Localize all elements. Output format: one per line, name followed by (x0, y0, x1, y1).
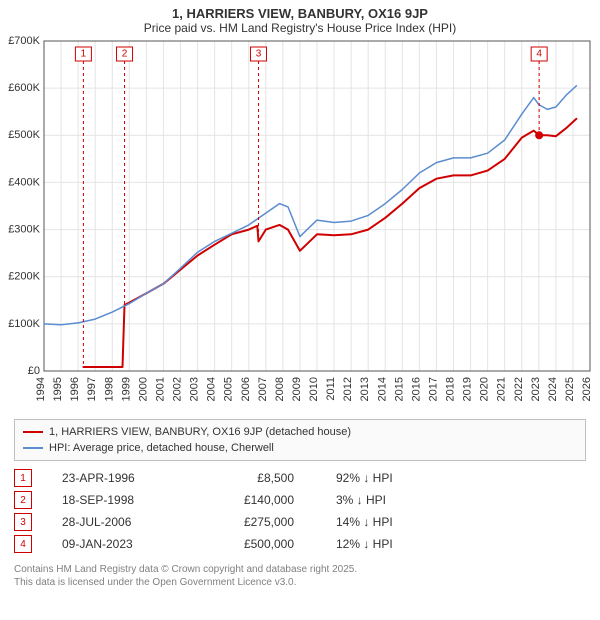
transaction-delta: 12% ↓ HPI (306, 537, 393, 551)
legend-label: HPI: Average price, detached house, Cher… (49, 440, 274, 456)
svg-text:2002: 2002 (172, 377, 184, 401)
chart-container: { "title": { "line1": "1, HARRIERS VIEW,… (0, 0, 600, 620)
price-chart: £0 £100K £200K £300K £400K £500K £600K £700K 199… (0, 35, 600, 415)
svg-text:2016: 2016 (410, 377, 422, 401)
transaction-delta: 92% ↓ HPI (306, 471, 393, 485)
svg-text:2011: 2011 (325, 377, 337, 401)
svg-text:2021: 2021 (496, 377, 508, 401)
transactions-table: 1 23-APR-1996 £8,500 92% ↓ HPI 2 18-SEP-… (14, 467, 586, 555)
svg-text:1996: 1996 (69, 377, 81, 401)
svg-text:2001: 2001 (154, 377, 166, 401)
svg-text:1: 1 (81, 49, 87, 60)
svg-text:£500K: £500K (8, 129, 40, 141)
svg-text:2026: 2026 (581, 377, 593, 401)
svg-text:£600K: £600K (8, 82, 40, 94)
svg-text:1994: 1994 (35, 377, 47, 401)
svg-text:£300K: £300K (8, 223, 40, 235)
legend-swatch (23, 431, 43, 433)
table-row: 2 18-SEP-1998 £140,000 3% ↓ HPI (14, 489, 586, 511)
svg-text:4: 4 (536, 49, 542, 60)
svg-text:£200K: £200K (8, 271, 40, 283)
title-line-2: Price paid vs. HM Land Registry's House … (0, 21, 600, 35)
svg-text:2012: 2012 (342, 377, 354, 401)
svg-text:2: 2 (122, 49, 128, 60)
table-row: 3 28-JUL-2006 £275,000 14% ↓ HPI (14, 511, 586, 533)
legend-item: 1, HARRIERS VIEW, BANBURY, OX16 9JP (det… (23, 424, 577, 440)
transaction-date: 23-APR-1996 (44, 471, 182, 485)
svg-text:2013: 2013 (359, 377, 371, 401)
transaction-marker: 1 (14, 469, 32, 487)
svg-text:2004: 2004 (206, 377, 218, 401)
transaction-marker: 4 (14, 535, 32, 553)
svg-text:2015: 2015 (393, 377, 405, 401)
title-line-1: 1, HARRIERS VIEW, BANBURY, OX16 9JP (0, 6, 600, 21)
legend-swatch (23, 447, 43, 449)
svg-text:£700K: £700K (8, 35, 40, 47)
transaction-date: 28-JUL-2006 (44, 515, 182, 529)
table-row: 4 09-JAN-2023 £500,000 12% ↓ HPI (14, 533, 586, 555)
table-row: 1 23-APR-1996 £8,500 92% ↓ HPI (14, 467, 586, 489)
svg-text:£0: £0 (28, 365, 40, 377)
svg-text:3: 3 (256, 49, 262, 60)
svg-text:2023: 2023 (530, 377, 542, 401)
transaction-marker: 3 (14, 513, 32, 531)
svg-text:2020: 2020 (479, 377, 491, 401)
svg-text:2014: 2014 (376, 377, 388, 401)
transaction-price: £275,000 (194, 515, 294, 529)
svg-text:1999: 1999 (120, 377, 132, 401)
svg-text:2025: 2025 (564, 377, 576, 401)
svg-text:2006: 2006 (240, 377, 252, 401)
svg-text:1998: 1998 (103, 377, 115, 401)
transaction-price: £8,500 (194, 471, 294, 485)
transaction-date: 18-SEP-1998 (44, 493, 182, 507)
svg-text:2010: 2010 (308, 377, 320, 401)
transaction-delta: 14% ↓ HPI (306, 515, 393, 529)
svg-text:2008: 2008 (274, 377, 286, 401)
legend-label: 1, HARRIERS VIEW, BANBURY, OX16 9JP (det… (49, 424, 351, 440)
svg-text:2000: 2000 (137, 377, 149, 401)
footer-line-2: This data is licensed under the Open Gov… (14, 576, 586, 589)
chart-title: 1, HARRIERS VIEW, BANBURY, OX16 9JP Pric… (0, 0, 600, 35)
footer-attribution: Contains HM Land Registry data © Crown c… (14, 563, 586, 589)
svg-text:2018: 2018 (445, 377, 457, 401)
svg-text:1995: 1995 (52, 377, 64, 401)
svg-text:2005: 2005 (223, 377, 235, 401)
transaction-marker: 2 (14, 491, 32, 509)
svg-text:2019: 2019 (462, 377, 474, 401)
transaction-price: £140,000 (194, 493, 294, 507)
transaction-date: 09-JAN-2023 (44, 537, 182, 551)
svg-text:2003: 2003 (189, 377, 201, 401)
footer-line-1: Contains HM Land Registry data © Crown c… (14, 563, 586, 576)
transaction-delta: 3% ↓ HPI (306, 493, 386, 507)
legend-item: HPI: Average price, detached house, Cher… (23, 440, 577, 456)
legend: 1, HARRIERS VIEW, BANBURY, OX16 9JP (det… (14, 419, 586, 461)
svg-text:2024: 2024 (547, 377, 559, 401)
transaction-price: £500,000 (194, 537, 294, 551)
svg-text:£100K: £100K (8, 318, 40, 330)
svg-text:2017: 2017 (427, 377, 439, 401)
svg-text:2007: 2007 (257, 377, 269, 401)
svg-text:1997: 1997 (86, 377, 98, 401)
svg-text:2009: 2009 (291, 377, 303, 401)
svg-text:2022: 2022 (513, 377, 525, 401)
svg-text:£400K: £400K (8, 176, 40, 188)
